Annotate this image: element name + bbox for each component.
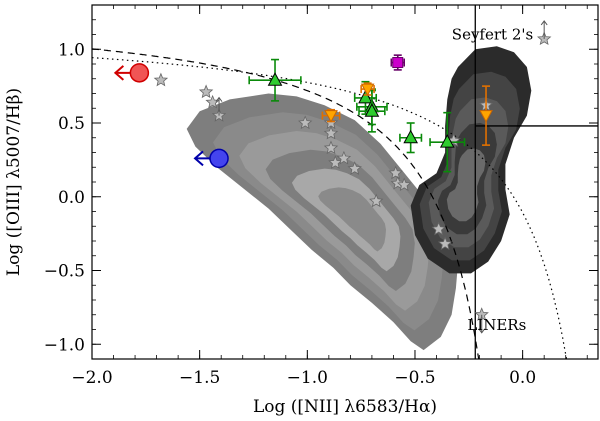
star-point-11	[369, 193, 384, 208]
y-tick-label: 0.5	[58, 114, 85, 134]
y-tick-label: −0.5	[44, 262, 85, 282]
triangle-down-point-1	[360, 83, 375, 97]
x-tick-label: −1.5	[179, 368, 220, 388]
circle-limit-head-0	[113, 65, 125, 81]
dividing-curves	[92, 48, 568, 359]
series-1-triangle	[248, 58, 466, 173]
triangle-point-3	[364, 103, 380, 117]
x-tick-label: −2.0	[71, 368, 112, 388]
triangle-down-point-2	[479, 110, 493, 123]
y-tick-label: −1.0	[44, 335, 85, 355]
triangle-point-1	[358, 89, 373, 104]
star-point-1	[198, 84, 214, 99]
star-point-9	[336, 150, 352, 165]
star-point-15	[431, 221, 446, 236]
series-2-triangle-down	[321, 82, 493, 146]
dotted-curve	[92, 57, 568, 359]
y-tick-label: 1.0	[58, 40, 85, 60]
region-labels: Seyfert 2's LINERs	[452, 26, 533, 335]
axis-ticks: −2.0 −1.5 −1.0 −0.5 0.0 −1.0 −0.5 0.0 0.5 1.0	[44, 4, 598, 388]
triangle-point-5	[439, 134, 455, 148]
star-point-12	[388, 165, 403, 180]
triangle-down-point-0	[324, 110, 338, 123]
limit-arrow-head-2	[478, 328, 486, 334]
series-4-circle	[113, 63, 150, 83]
x-tick-label: −1.0	[287, 368, 328, 388]
circle-point-0	[209, 148, 229, 169]
circle-point-0	[129, 63, 150, 83]
star-point-6	[323, 125, 339, 140]
limit-arrow-head-1	[540, 20, 548, 26]
star-point-8	[328, 155, 343, 169]
square-point-0	[392, 57, 404, 69]
star-point-14	[397, 177, 412, 192]
seyfert-label: Seyfert 2's	[452, 26, 533, 44]
series-0-star	[153, 20, 552, 334]
star-forming-contour-5	[318, 187, 386, 252]
liners-label: LINERs	[467, 316, 526, 334]
data-points	[113, 20, 552, 334]
series-3-square	[390, 54, 406, 71]
x-tick-label: −0.5	[394, 368, 435, 388]
star-point-0	[153, 72, 169, 87]
x-axis-title: Log ([NII] λ6583/Hα)	[253, 397, 437, 417]
y-tick-label: 0.0	[58, 188, 85, 208]
limit-arrow-head-0	[215, 96, 223, 102]
star-point-16	[437, 236, 453, 251]
triangle-point-4	[403, 129, 419, 144]
dividing-lines	[474, 5, 598, 359]
star-point-4	[298, 115, 313, 130]
star-point-10	[347, 161, 362, 175]
density-contours	[186, 46, 532, 351]
circle-limit-head-0	[193, 150, 204, 167]
x-tick-label: 0.0	[509, 368, 536, 388]
y-axis-title: Log ([OIII] λ5007/Hβ)	[4, 88, 24, 276]
star-point-7	[323, 140, 339, 155]
triangle-point-0	[267, 72, 283, 86]
series-5-circle	[193, 148, 229, 169]
dashed-curve	[92, 48, 480, 359]
